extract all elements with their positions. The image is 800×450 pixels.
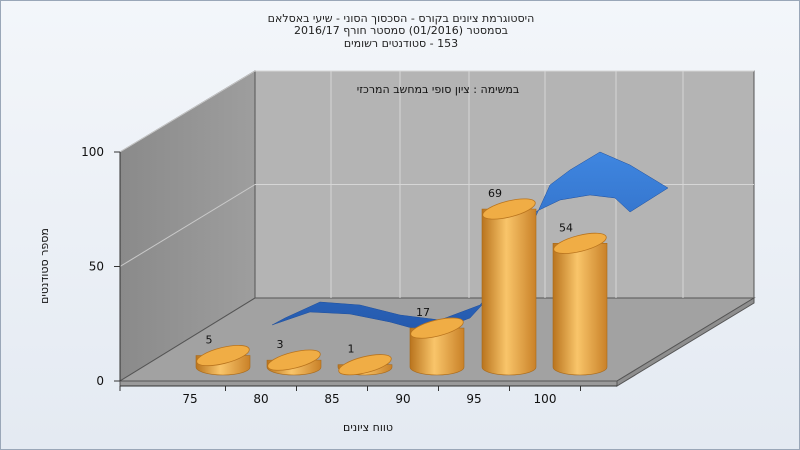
right-edge	[616, 297, 755, 387]
data-label: 5	[206, 334, 213, 347]
bar-body	[552, 243, 608, 376]
data-label: 1	[348, 343, 355, 356]
bars-layer: 5 3 1 17 69 54	[195, 187, 608, 376]
chart-title: היסטוגרמת ציונים בקורס - הסכסוך הסוני - …	[267, 12, 535, 25]
gridline-side	[119, 184, 256, 267]
x-tick-label: 95	[466, 392, 481, 406]
bar-75: 5	[195, 334, 251, 376]
gridlines	[119, 70, 754, 298]
data-label: 54	[559, 221, 573, 234]
x-tick-label: 90	[395, 392, 410, 406]
x-tick-label: 75	[182, 392, 197, 406]
bar-body	[481, 208, 537, 376]
data-label: 17	[416, 306, 430, 319]
bar-top	[267, 349, 321, 371]
bar-95: 69	[481, 187, 537, 376]
x-tick-label: 80	[253, 392, 268, 406]
bar-top	[482, 198, 536, 220]
y-tick-label: 0	[96, 374, 104, 388]
x-axis-title: טווח ציונים	[343, 421, 393, 434]
y-tick-label: 50	[89, 260, 104, 274]
bar-top	[553, 232, 607, 254]
bar-top	[410, 317, 464, 339]
data-label: 3	[277, 338, 284, 351]
y-axis-title: מספר סטודנטים	[38, 228, 51, 304]
bar-body	[409, 327, 465, 376]
bar-top	[196, 345, 250, 367]
data-label: 69	[488, 187, 502, 200]
bar-top	[338, 354, 392, 376]
gridline-side	[119, 70, 256, 153]
bar-90: 17	[409, 306, 465, 376]
axes-layer: 0 50 100 75 80 85 90 95 100	[81, 145, 617, 406]
x-tick-label: 85	[324, 392, 339, 406]
chart-subtitle-semester: בסמסטר (01/2016) סמסטר חורף 2016/17	[294, 24, 508, 37]
chart-annotation: במשימה : ציון סופי במחשב המרכזי	[357, 83, 520, 96]
bar-85: 1	[337, 343, 393, 376]
floor-front-edge	[119, 380, 618, 387]
bar-80: 3	[266, 338, 322, 376]
x-tick-label: 100	[534, 392, 557, 406]
bar-100: 54	[552, 221, 608, 376]
y-tick-label: 100	[81, 145, 104, 159]
chart-subtitle-students: 153 - סטודנטים רשומים	[343, 37, 459, 50]
